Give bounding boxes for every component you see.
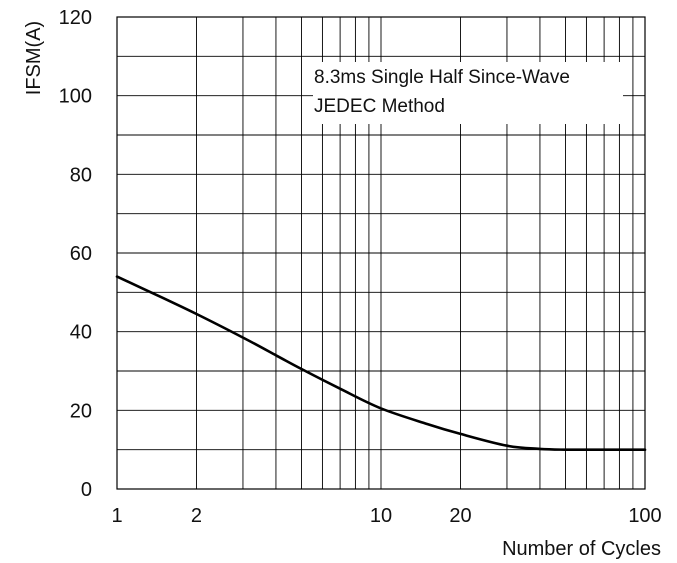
x-axis-label: Number of Cycles <box>502 538 661 560</box>
y-tick-label: 120 <box>59 7 92 29</box>
annotation-box: 8.3ms Single Half Since-Wave JEDEC Metho… <box>313 62 623 124</box>
x-tick-label: 1 <box>111 505 122 527</box>
y-tick-label: 60 <box>70 243 92 265</box>
y-tick-label: 100 <box>59 86 92 108</box>
y-tick-labels: 0 20 40 60 80 100 120 <box>59 7 92 501</box>
x-tick-labels: 1 2 10 20 100 <box>111 505 661 527</box>
x-tick-label: 2 <box>191 505 202 527</box>
plot-frame <box>116 16 646 490</box>
y-tick-label: 40 <box>70 322 92 344</box>
y-tick-label: 20 <box>70 400 92 422</box>
annotation-line-1: 8.3ms Single Half Since-Wave <box>314 67 570 88</box>
y-axis-label: IFSM(A) <box>23 21 45 95</box>
series-line <box>115 275 647 452</box>
x-tick-label: 20 <box>449 505 471 527</box>
y-tick-label: 0 <box>81 479 92 501</box>
data-series <box>115 275 647 452</box>
x-tick-label: 10 <box>370 505 392 527</box>
x-tick-label: 100 <box>628 505 661 527</box>
y-tick-label: 80 <box>70 164 92 186</box>
annotation-line-2: JEDEC Method <box>314 96 445 117</box>
